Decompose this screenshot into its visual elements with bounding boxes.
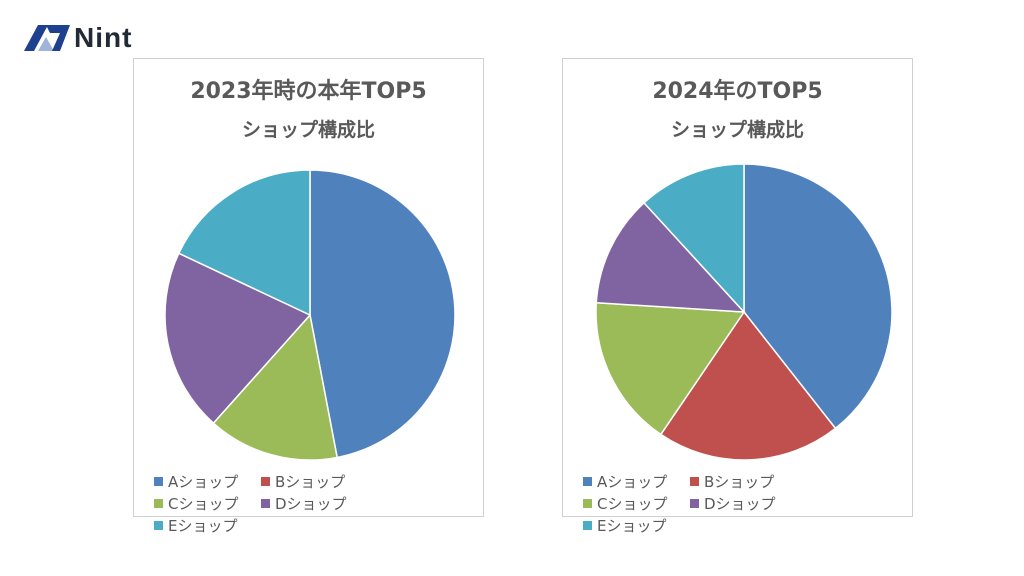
- legend-label: Bショップ: [275, 472, 346, 491]
- legend-label: Eショップ: [168, 516, 238, 535]
- legend-item: Bショップ: [690, 471, 797, 491]
- pie-slice-e: [642, 163, 745, 314]
- pie-slice-a: [309, 169, 456, 459]
- legend-item: Aショップ: [154, 471, 261, 491]
- legend-swatch: [154, 476, 163, 486]
- chart-panel-2023: 2023年時の本年TOP5 ショップ構成比 Aショップ Bショップ Cショップ Dショ…: [133, 58, 484, 535]
- legend-swatch: [261, 498, 270, 508]
- legend-swatch: [261, 476, 270, 486]
- chart-subtitle: ショップ構成比: [670, 119, 804, 141]
- legend-item: Cショップ: [583, 493, 690, 513]
- legend-label: Bショップ: [704, 472, 775, 491]
- legend-label: Aショップ: [168, 472, 239, 491]
- legend-item: Eショップ: [583, 515, 690, 535]
- legend-swatch: [154, 520, 163, 530]
- legend-label: Cショップ: [168, 494, 239, 513]
- pie-slice-d: [164, 252, 312, 425]
- legend-swatch: [154, 498, 163, 508]
- legend-label: Aショップ: [597, 472, 668, 491]
- legend-item: Aショップ: [583, 471, 690, 491]
- nint-logo: Nint: [24, 22, 132, 54]
- pie-slice-c: [595, 301, 746, 436]
- legend-swatch: [583, 476, 592, 486]
- legend-item: Bショップ: [261, 471, 368, 491]
- chart-title: 2024年のTOP5: [652, 79, 823, 104]
- pie-slice-e: [177, 169, 311, 317]
- legend-item: Dショップ: [690, 493, 797, 513]
- legend-swatch: [583, 520, 592, 530]
- legend: Aショップ Bショップ Cショップ Dショップ Eショップ: [154, 471, 474, 535]
- pie-chart: [595, 163, 893, 461]
- legend-label: Eショップ: [597, 516, 667, 535]
- legend-item: Dショップ: [261, 493, 368, 513]
- legend: Aショップ Bショップ Cショップ Dショップ Eショップ: [583, 471, 903, 535]
- chart-panel-2024: 2024年のTOP5 ショップ構成比 Aショップ Bショップ Cショップ Dショップ E…: [562, 58, 913, 535]
- pie-slice-b: [659, 310, 837, 461]
- legend-label: Dショップ: [704, 494, 776, 513]
- pie-chart: [164, 169, 456, 461]
- logo-text: Nint: [74, 22, 133, 53]
- pie-slice-d: [595, 201, 746, 313]
- pie-slice-a: [743, 163, 893, 430]
- legend-swatch: [690, 476, 699, 486]
- chart-subtitle: ショップ構成比: [241, 119, 375, 141]
- legend-swatch: [690, 498, 699, 508]
- legend-label: Cショップ: [597, 494, 668, 513]
- legend-label: Dショップ: [275, 494, 347, 513]
- chart-title: 2023年時の本年TOP5: [190, 79, 427, 104]
- legend-item: Eショップ: [154, 515, 261, 535]
- legend-item: Cショップ: [154, 493, 261, 513]
- pie-slice-c: [212, 313, 339, 461]
- legend-swatch: [583, 498, 592, 508]
- nint-logo-icon: [24, 25, 70, 51]
